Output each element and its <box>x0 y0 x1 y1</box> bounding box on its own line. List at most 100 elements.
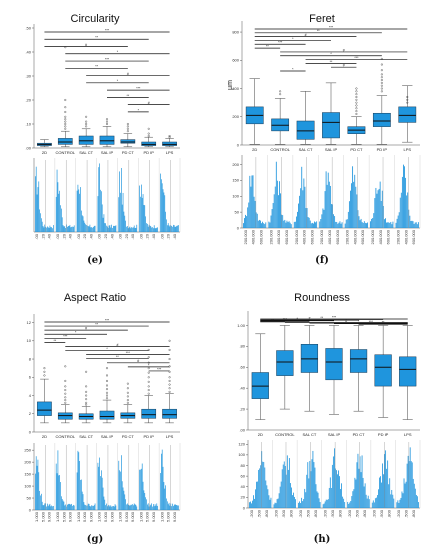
significance-label: # <box>137 359 139 363</box>
significance-label: ** <box>126 94 129 98</box>
outlier-point <box>126 395 129 398</box>
hist-bar <box>356 194 358 228</box>
hist-x-tick-label: .00 <box>55 233 60 239</box>
hist-bar <box>385 218 386 228</box>
hist-bar <box>81 210 82 232</box>
hist-bar <box>355 479 357 508</box>
hist-bar <box>126 504 127 510</box>
outlier-point <box>147 371 150 374</box>
outlier-point <box>85 403 88 406</box>
hist-bar <box>367 495 369 508</box>
hist-bar <box>304 488 306 508</box>
significance-label: *** <box>157 367 162 371</box>
hist-x-tick-label: .800 <box>362 509 367 518</box>
hist-x-tick-label: .200 <box>322 509 327 518</box>
hist-bar <box>45 226 46 232</box>
hist-bar <box>136 224 138 232</box>
hist-bar <box>87 505 88 510</box>
hist-bar <box>132 227 133 232</box>
hist-bar <box>301 497 303 508</box>
hist-bar <box>413 223 415 228</box>
hist-bar <box>61 217 63 232</box>
hist-bar <box>149 225 151 232</box>
hist-bar <box>301 166 303 228</box>
outlier-point <box>64 396 67 399</box>
hist-bar <box>341 483 343 508</box>
significance-label: ** <box>330 60 333 64</box>
hist-bar <box>36 465 38 510</box>
box <box>57 138 73 145</box>
hist-bar <box>326 184 328 228</box>
hist-bar <box>177 505 178 510</box>
hist-bar <box>178 505 179 510</box>
hist-x-tick-label: .40 <box>172 233 177 239</box>
hist-bar <box>106 503 107 510</box>
category-label: PD CT <box>122 434 135 439</box>
hist-bar <box>260 220 261 228</box>
hist-bar <box>412 478 414 508</box>
hist-x-tick-label: 9.000 <box>47 511 52 522</box>
significance-label: * <box>292 67 294 71</box>
significance-label: *** <box>136 86 141 90</box>
hist-bar <box>363 221 365 228</box>
panel-roundness: Roundness.00.20.40.60.801.00*****#******… <box>237 292 421 518</box>
y-tick-label: 1.00 <box>237 323 246 328</box>
hist-bar <box>128 504 130 510</box>
hist-bar <box>284 465 286 508</box>
hist-bar <box>58 475 60 510</box>
hist-bar <box>348 503 350 508</box>
chart-title: Feret <box>309 13 335 25</box>
hist-bar <box>311 222 313 228</box>
hist-bar <box>105 223 106 232</box>
hist-bar <box>315 484 317 508</box>
outlier-point <box>168 376 171 379</box>
significance-label: *** <box>63 335 68 339</box>
hist-bar <box>113 506 115 510</box>
hist-bar <box>149 504 151 510</box>
hist-bar <box>122 192 124 232</box>
hist-x-tick-label: .20 <box>145 233 150 239</box>
hist-bar <box>125 499 126 510</box>
hist-y-tick-label: 150 <box>24 471 31 476</box>
hist-bar <box>152 227 153 232</box>
outlier-point <box>126 391 129 394</box>
category-label: LPS <box>404 432 412 437</box>
hist-bar <box>389 478 391 508</box>
hist-bar <box>147 223 148 232</box>
hist-bar <box>310 471 312 508</box>
hist-bar <box>367 222 368 228</box>
outlier-point <box>147 376 150 379</box>
hist-bar <box>164 195 166 232</box>
hist-bar <box>150 505 152 510</box>
hist-bar <box>84 504 86 510</box>
hist-bar <box>85 224 86 232</box>
hist-bar <box>109 225 111 232</box>
hist-x-tick-label: .200 <box>273 509 278 518</box>
hist-bar <box>405 481 407 508</box>
hist-bar <box>41 221 43 232</box>
significance-label: ** <box>271 318 274 322</box>
hist-bar <box>340 223 342 228</box>
hist-bar <box>166 498 167 510</box>
hist-bar <box>364 222 366 228</box>
box <box>141 141 157 146</box>
hist-bar <box>175 226 177 232</box>
hist-bar <box>282 464 284 508</box>
hist-bar <box>417 502 419 508</box>
hist-bar <box>373 213 375 228</box>
hist-bar <box>400 192 402 228</box>
significance-label: *** <box>105 57 110 61</box>
hist-bar <box>282 215 284 228</box>
hist-bar <box>408 461 410 508</box>
hist-bar <box>165 485 166 510</box>
outlier-point <box>105 374 108 377</box>
outlier-point <box>64 110 67 113</box>
panel-label-h: (h) <box>314 534 331 545</box>
hist-bar <box>101 477 103 510</box>
hist-bar <box>169 226 171 232</box>
hist-bar <box>414 488 416 508</box>
hist-bar <box>334 216 336 228</box>
hist-x-tick-label: 600.000 <box>411 229 416 244</box>
box <box>349 349 368 373</box>
hist-x-tick-label: 600.000 <box>360 229 365 244</box>
